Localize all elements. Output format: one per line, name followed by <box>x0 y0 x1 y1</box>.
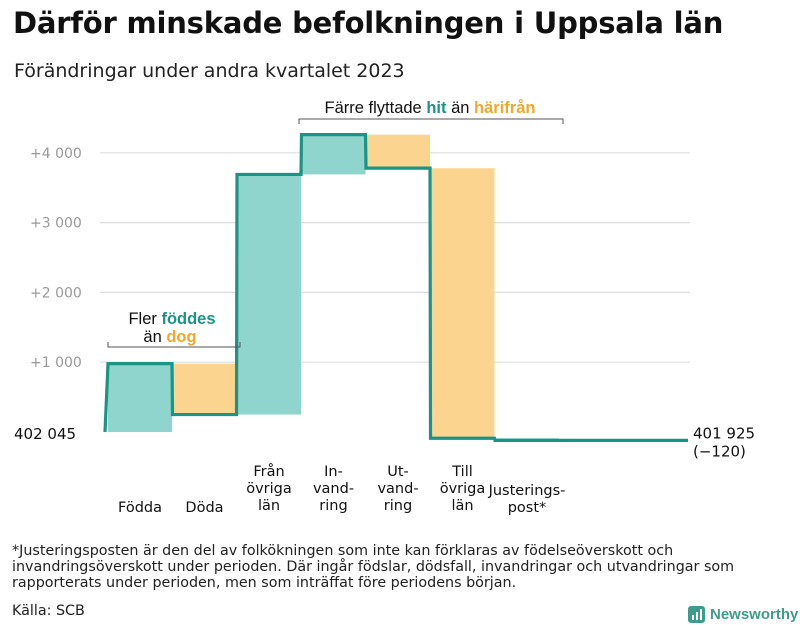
y-tick-label: +4 000 <box>30 146 82 162</box>
annotation-moves-bracket <box>298 118 564 124</box>
brand-name: Newsworthy <box>710 605 799 623</box>
x-category-label-line: In- <box>324 464 343 480</box>
annotation-text: hit <box>426 99 447 117</box>
chart-title: Därför minskade befolkningen i Uppsala l… <box>13 6 724 40</box>
start-value-label: 402 045 <box>14 425 76 443</box>
annotation-text: föddes <box>161 310 215 328</box>
x-category-label: Till övriga län <box>440 464 486 514</box>
source-label: Källa: SCB <box>12 603 85 619</box>
cumulative-step-line <box>103 133 688 442</box>
x-category-label: Från övriga län <box>246 463 292 514</box>
annotation-births-line2: än dog <box>143 328 196 346</box>
x-category-label-line: övriga <box>246 481 292 497</box>
newsworthy-logo[interactable]: Newsworthy <box>688 603 798 625</box>
x-category-label-line: ring <box>319 498 347 514</box>
bar-till-övriga-län <box>430 168 495 439</box>
annotation-text: Fler <box>128 310 161 328</box>
end-value-label: 401 925 <box>693 424 755 442</box>
annotation-text: dog <box>166 328 196 346</box>
footnote: *Justeringsposten är den del av folkökni… <box>12 543 735 591</box>
x-category-label-line: vand- <box>377 481 418 497</box>
annotation-text: än <box>143 328 166 346</box>
y-tick-label: +2 000 <box>30 285 82 301</box>
annotation-text: härifrån <box>474 99 535 117</box>
bar-från-övriga-län <box>237 174 301 415</box>
x-category-label-line: post* <box>508 500 547 516</box>
annotation-births-bracket <box>107 342 241 348</box>
x-category-label-line: övriga <box>440 481 486 497</box>
x-category-label-line: Till <box>451 464 473 480</box>
bar-födda <box>108 363 172 432</box>
annotation-births-line1: Fler föddes <box>128 310 215 328</box>
annotation-text: än <box>447 99 475 117</box>
waterfall-chart: +1 000 +2 000 +3 000 +4 000 402 045 401 925(−… <box>14 99 755 516</box>
annotation-text: Färre flyttade <box>325 99 427 117</box>
y-tick-label: +3 000 <box>30 216 82 232</box>
annotation-moves: Färre flyttade hit än härifrån <box>325 99 536 117</box>
x-category-label: Döda <box>185 500 223 516</box>
x-category-label-line: län <box>258 498 280 514</box>
x-category-label-line: Från <box>253 463 284 480</box>
bar-invandring <box>301 134 366 175</box>
x-category-label-line: Födda <box>118 500 162 516</box>
y-tick-label: +1 000 <box>30 355 82 371</box>
x-category-label: Födda <box>118 500 162 516</box>
x-category-label-line: Ut- <box>387 464 409 480</box>
x-category-label-line: Justerings- <box>488 483 566 499</box>
x-category-label: Justerings-post* <box>488 483 566 516</box>
x-category-label-line: vand- <box>313 481 354 497</box>
x-category-label: In-vand-ring <box>313 464 354 514</box>
x-category-label: Ut-vand-ring <box>377 464 418 514</box>
x-category-label-line: ring <box>384 498 412 514</box>
bar-chart-icon <box>688 605 705 623</box>
end-change-label: (−120) <box>693 442 746 460</box>
x-category-label-line: Döda <box>185 500 223 516</box>
chart-subtitle: Förändringar under andra kvartalet 2023 <box>14 60 405 82</box>
bar-utvandring <box>366 134 430 169</box>
bar-döda <box>172 363 237 415</box>
x-category-label-line: län <box>451 498 473 514</box>
